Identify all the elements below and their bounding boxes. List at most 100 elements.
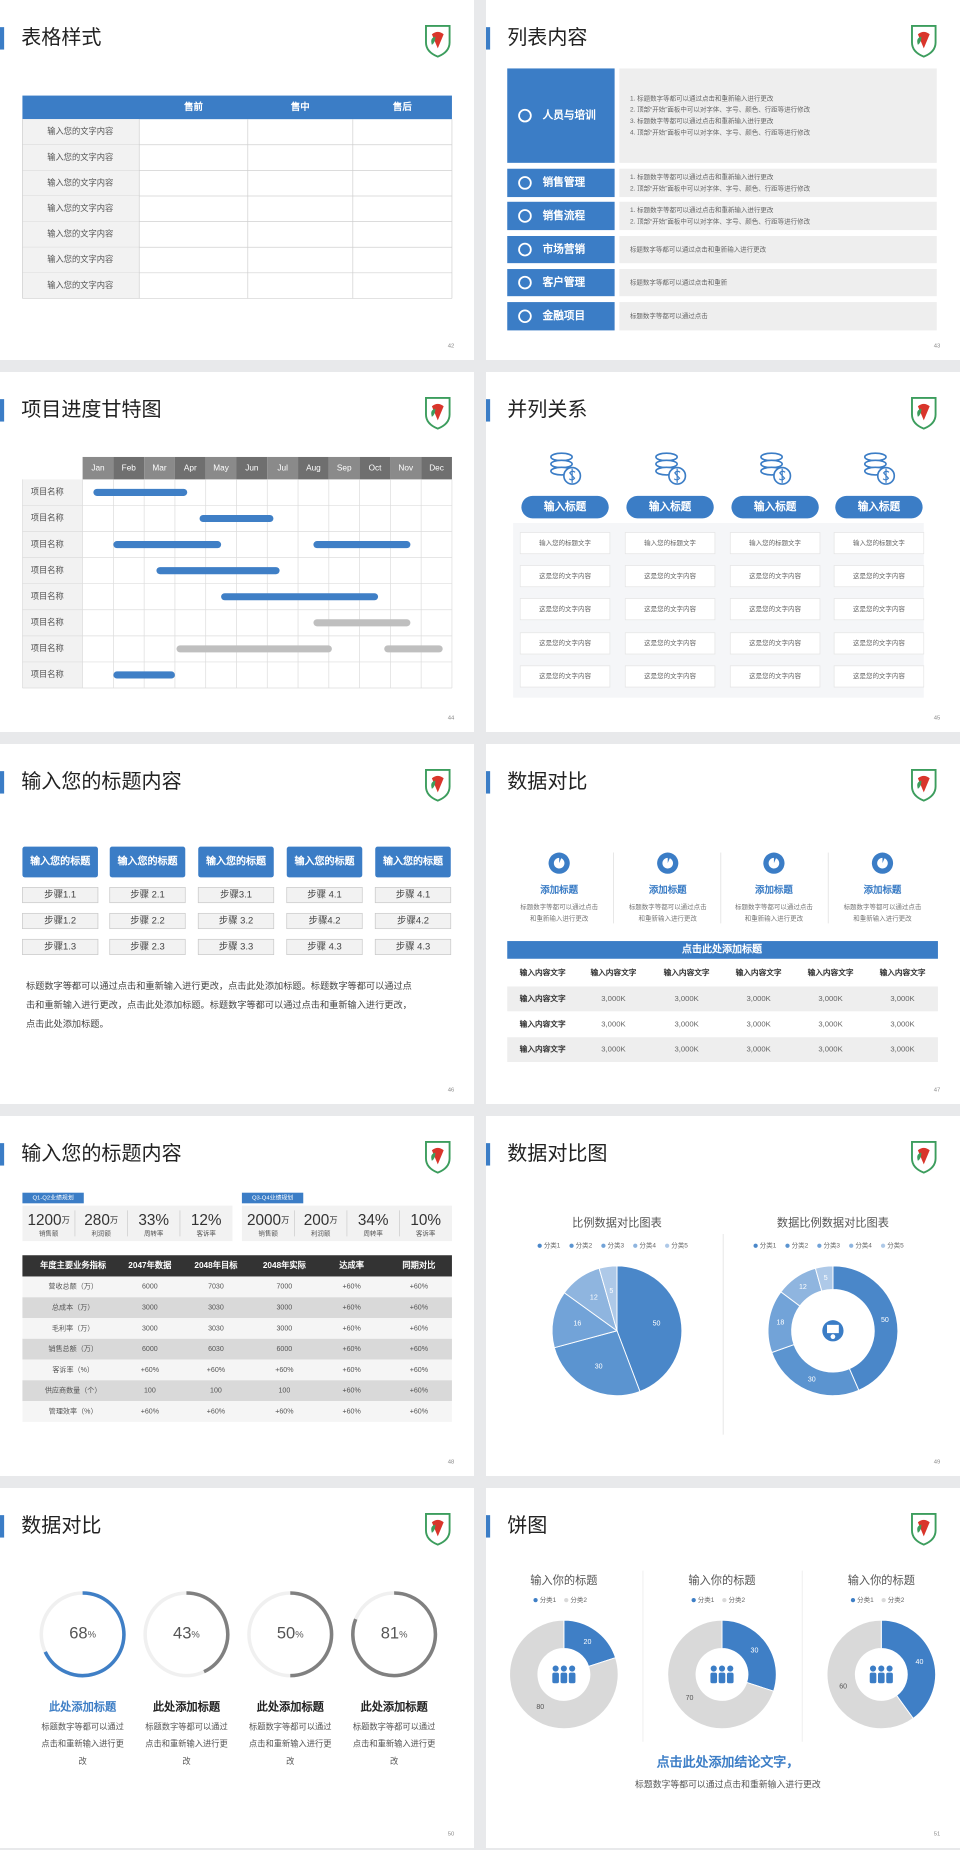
slide: 项目进度甘特图 44 Jan Feb Mar Apr May Jun Jul Aug Sep Oct N… xyxy=(0,372,474,732)
month-header xyxy=(144,456,175,480)
column-title: 输入标题 xyxy=(858,500,901,513)
item-text: 这是您的文字内容 xyxy=(853,671,905,680)
chart-title: 数据比例数据对比图表 xyxy=(777,1215,889,1229)
ring-arc xyxy=(186,1591,230,1674)
feature-title: 添加标题 xyxy=(864,884,902,896)
month-header xyxy=(421,456,452,480)
table-cell: 6000 xyxy=(142,1345,158,1353)
logo xyxy=(911,25,937,58)
gantt-bar xyxy=(156,567,280,575)
page-number: 50 xyxy=(448,1831,455,1837)
step-text: 步骤1.2 xyxy=(44,916,76,927)
item-text: 输入您的标题文字 xyxy=(644,538,696,547)
logo xyxy=(911,397,937,430)
step-title: 输入您的标题 xyxy=(294,855,355,868)
column-header: 达成率 xyxy=(339,1260,365,1270)
legend-swatch xyxy=(849,1243,854,1248)
gantt-bar xyxy=(93,488,188,496)
kpi-value: 280万 xyxy=(84,1212,118,1229)
people-icon xyxy=(569,1665,576,1672)
step-box xyxy=(109,938,186,955)
step-box xyxy=(197,912,275,930)
row-label: 输入您的文字内容 xyxy=(47,280,113,290)
row-band xyxy=(22,1338,452,1360)
row-label-cell xyxy=(22,195,140,222)
month-label: Jun xyxy=(245,463,259,472)
table-cell: +60% xyxy=(342,1387,361,1395)
text-line: 点击和重新输入进行更 xyxy=(41,1739,124,1749)
row-band xyxy=(22,1276,452,1298)
logo-emblem xyxy=(917,31,930,49)
text-line: 和重新输入进行更改 xyxy=(639,913,698,922)
ring-unit: % xyxy=(295,1629,304,1640)
gantt-bar xyxy=(199,514,274,523)
legend-swatch xyxy=(881,1597,886,1603)
slice-label: 16 xyxy=(573,1319,581,1327)
item-text: 这是您的文字内容 xyxy=(644,671,696,680)
ring-number: 43 xyxy=(173,1624,191,1643)
step-title: 输入您的标题 xyxy=(383,855,444,868)
ring-arc xyxy=(351,1591,438,1678)
page-number: 44 xyxy=(448,715,455,721)
list-label-box xyxy=(507,302,615,331)
feature-icon-glyph xyxy=(662,857,674,869)
month-header xyxy=(82,456,114,480)
text-line: 标题数字等都可以通过 xyxy=(249,1722,332,1732)
kpi-label: 销售额 xyxy=(39,1229,59,1238)
page-number: 46 xyxy=(448,1087,455,1093)
page-number: 42 xyxy=(448,343,455,349)
list-line: 2. 顶部“开始”面板中可以对字体、字号、颜色、行距等进行修改 xyxy=(630,183,811,192)
text-line: 标题数字等都可以通过点击和重新输入进行更改，点击此处添加标题。标题数字等都可以通… xyxy=(26,981,412,992)
table-cell: 3000 xyxy=(277,1304,293,1312)
item-box xyxy=(729,632,821,655)
gantt-bar xyxy=(313,541,411,549)
table-cell: 6030 xyxy=(208,1345,224,1353)
list-icon xyxy=(518,309,532,324)
step-header xyxy=(375,846,451,878)
step-text: 步骤4.2 xyxy=(309,916,341,927)
slide-title: 输入您的标题内容 xyxy=(21,770,181,793)
page-number: 45 xyxy=(934,715,941,721)
legend-label: 分类1 xyxy=(698,1595,715,1604)
legend-swatch xyxy=(817,1243,822,1248)
slice xyxy=(814,1265,834,1292)
table-cell: +60% xyxy=(342,1304,361,1312)
list-line: 1. 标题数字等都可以通过点击和重新输入进行更改 xyxy=(630,93,774,102)
slice xyxy=(826,1619,914,1730)
step-header xyxy=(109,846,186,878)
slice xyxy=(509,1619,619,1730)
legend-label: 分类3 xyxy=(608,1241,625,1250)
month-label: Feb xyxy=(122,463,137,472)
slice-label: 30 xyxy=(751,1647,759,1655)
table-header xyxy=(22,1255,452,1277)
logo-emblem xyxy=(917,1147,930,1165)
kpi-label: 客诉率 xyxy=(416,1229,436,1238)
table-cell: 7030 xyxy=(208,1283,224,1291)
table-cell: +60% xyxy=(275,1366,294,1374)
ring-arc xyxy=(290,1591,334,1678)
table-cell: 3,000K xyxy=(601,1045,626,1054)
feature-icon-glyph xyxy=(553,857,565,869)
logo xyxy=(425,1513,451,1546)
month-label: Sep xyxy=(337,463,352,472)
title-accent xyxy=(0,1143,5,1166)
step-box xyxy=(374,887,452,904)
row-label-cell xyxy=(22,170,140,196)
item-text: 这是您的文字内容 xyxy=(644,638,696,647)
logo-leaf xyxy=(431,780,436,789)
month-header xyxy=(328,456,360,480)
list-line: 标题数字等都可以通过点击和重新输入进行更改 xyxy=(630,244,767,253)
center-icon-glyph xyxy=(830,1334,836,1340)
table-cell: 3,000K xyxy=(746,1045,771,1054)
logo-emblem xyxy=(917,1519,930,1537)
legend-swatch xyxy=(880,1243,886,1248)
group-tag-text: Q3-Q4业绩规划 xyxy=(252,1194,293,1202)
ring-title: 此处添加标题 xyxy=(361,1699,429,1713)
slice-label: 18 xyxy=(776,1319,784,1327)
list-icon xyxy=(518,242,532,257)
feature-title: 添加标题 xyxy=(540,884,578,896)
kpi-number: 1200 xyxy=(27,1212,61,1229)
month-header xyxy=(267,456,299,480)
item-box xyxy=(624,598,716,621)
